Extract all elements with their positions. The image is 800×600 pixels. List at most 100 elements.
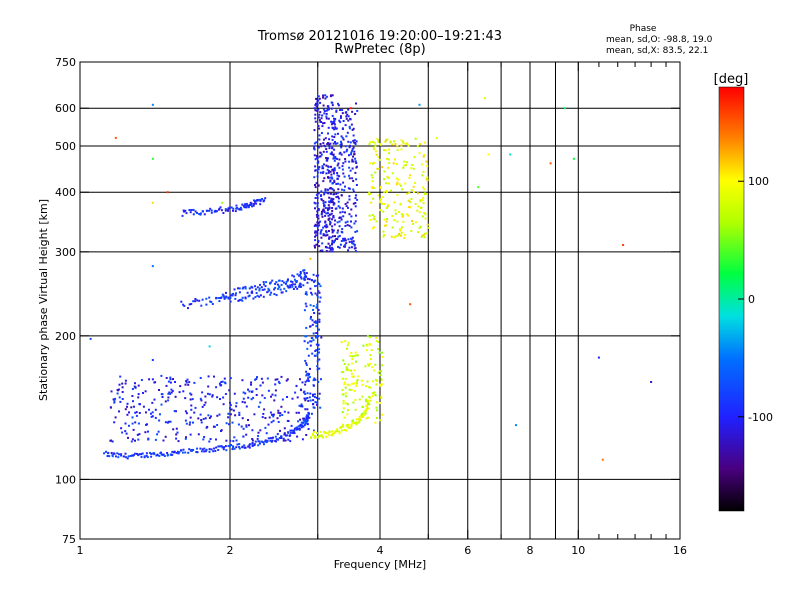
echo-point bbox=[344, 386, 347, 389]
echo-point bbox=[256, 437, 259, 440]
echo-point bbox=[353, 139, 356, 142]
echo-point bbox=[153, 398, 156, 401]
echo-point bbox=[350, 372, 353, 375]
echo-point bbox=[314, 117, 317, 120]
echo-point bbox=[304, 383, 307, 386]
echo-point bbox=[219, 206, 222, 209]
echo-point bbox=[201, 391, 204, 394]
echo-point bbox=[367, 403, 369, 406]
echo-point bbox=[325, 226, 328, 229]
echo-point bbox=[329, 220, 331, 223]
echo-point bbox=[424, 217, 427, 220]
echo-point bbox=[205, 448, 208, 451]
echo-point bbox=[319, 249, 322, 252]
echo-point bbox=[168, 391, 171, 394]
echo-point bbox=[169, 392, 172, 395]
echo-point bbox=[381, 413, 384, 416]
echo-point bbox=[315, 105, 318, 108]
echo-point bbox=[313, 176, 316, 179]
echo-point bbox=[368, 364, 371, 367]
echo-point bbox=[178, 391, 181, 394]
echo-point bbox=[126, 413, 129, 416]
echo-point bbox=[368, 143, 371, 146]
echo-point bbox=[307, 428, 310, 430]
echo-point bbox=[336, 142, 339, 145]
echo-point bbox=[383, 178, 386, 181]
echo-point bbox=[253, 443, 256, 446]
echo-point bbox=[188, 423, 191, 426]
echo-point bbox=[177, 452, 180, 455]
echo-point bbox=[299, 271, 302, 273]
echo-point bbox=[329, 142, 332, 145]
echo-point bbox=[296, 396, 299, 399]
echo-point bbox=[317, 99, 320, 102]
echo-point bbox=[385, 182, 387, 185]
echo-point bbox=[315, 213, 318, 216]
echo-point bbox=[271, 393, 274, 396]
echo-point bbox=[353, 244, 356, 247]
echo-point bbox=[386, 175, 389, 178]
echo-point bbox=[374, 363, 377, 366]
echo-point bbox=[144, 431, 147, 434]
echo-point bbox=[407, 206, 410, 209]
echo-point bbox=[400, 234, 403, 237]
echo-point bbox=[337, 235, 340, 238]
echo-point bbox=[348, 241, 351, 243]
echo-point bbox=[379, 384, 382, 387]
echo-point bbox=[416, 145, 419, 148]
echo-point bbox=[250, 202, 253, 205]
echo-point bbox=[183, 210, 186, 213]
echo-point bbox=[354, 113, 357, 115]
echo-point bbox=[402, 166, 405, 169]
echo-point bbox=[267, 287, 270, 290]
echo-point bbox=[225, 291, 227, 294]
echo-point bbox=[260, 286, 263, 289]
echo-point bbox=[352, 190, 355, 193]
echo-point bbox=[116, 452, 119, 455]
echo-point bbox=[269, 293, 272, 296]
echo-point bbox=[336, 428, 338, 431]
echo-point bbox=[356, 379, 359, 381]
echo-point bbox=[283, 432, 286, 435]
echo-point bbox=[354, 247, 357, 250]
echo-point bbox=[373, 148, 375, 151]
echo-point bbox=[303, 340, 306, 343]
echo-point bbox=[278, 285, 281, 288]
echo-point bbox=[372, 380, 374, 383]
echo-point bbox=[216, 396, 219, 399]
echo-point bbox=[339, 183, 342, 186]
echo-point bbox=[259, 283, 261, 286]
echo-point bbox=[301, 424, 303, 427]
echo-point bbox=[304, 393, 307, 395]
echo-point bbox=[115, 455, 117, 458]
echo-point bbox=[331, 209, 334, 212]
echo-point bbox=[343, 363, 346, 365]
echo-point bbox=[269, 437, 272, 440]
x-tick-label: 1 bbox=[77, 544, 84, 557]
echo-point bbox=[313, 224, 316, 227]
echo-point bbox=[287, 420, 290, 422]
echo-point bbox=[314, 285, 317, 288]
echo-point bbox=[325, 223, 328, 226]
echo-point bbox=[381, 202, 383, 205]
echo-point bbox=[407, 214, 410, 217]
echo-point bbox=[151, 411, 154, 414]
echo-point bbox=[348, 174, 350, 177]
echo-point bbox=[368, 193, 371, 196]
echo-point bbox=[237, 287, 239, 290]
echo-point bbox=[225, 449, 228, 452]
echo-point bbox=[322, 150, 325, 153]
echo-point bbox=[198, 299, 201, 302]
echo-point bbox=[351, 149, 354, 152]
echo-point bbox=[323, 177, 326, 180]
echo-point bbox=[326, 165, 329, 168]
echo-point bbox=[184, 419, 187, 422]
echo-point bbox=[274, 383, 277, 386]
echo-point bbox=[394, 209, 397, 212]
echo-point bbox=[329, 192, 332, 195]
echo-point bbox=[244, 446, 247, 449]
echo-point bbox=[340, 194, 343, 197]
echo-point bbox=[134, 439, 136, 442]
